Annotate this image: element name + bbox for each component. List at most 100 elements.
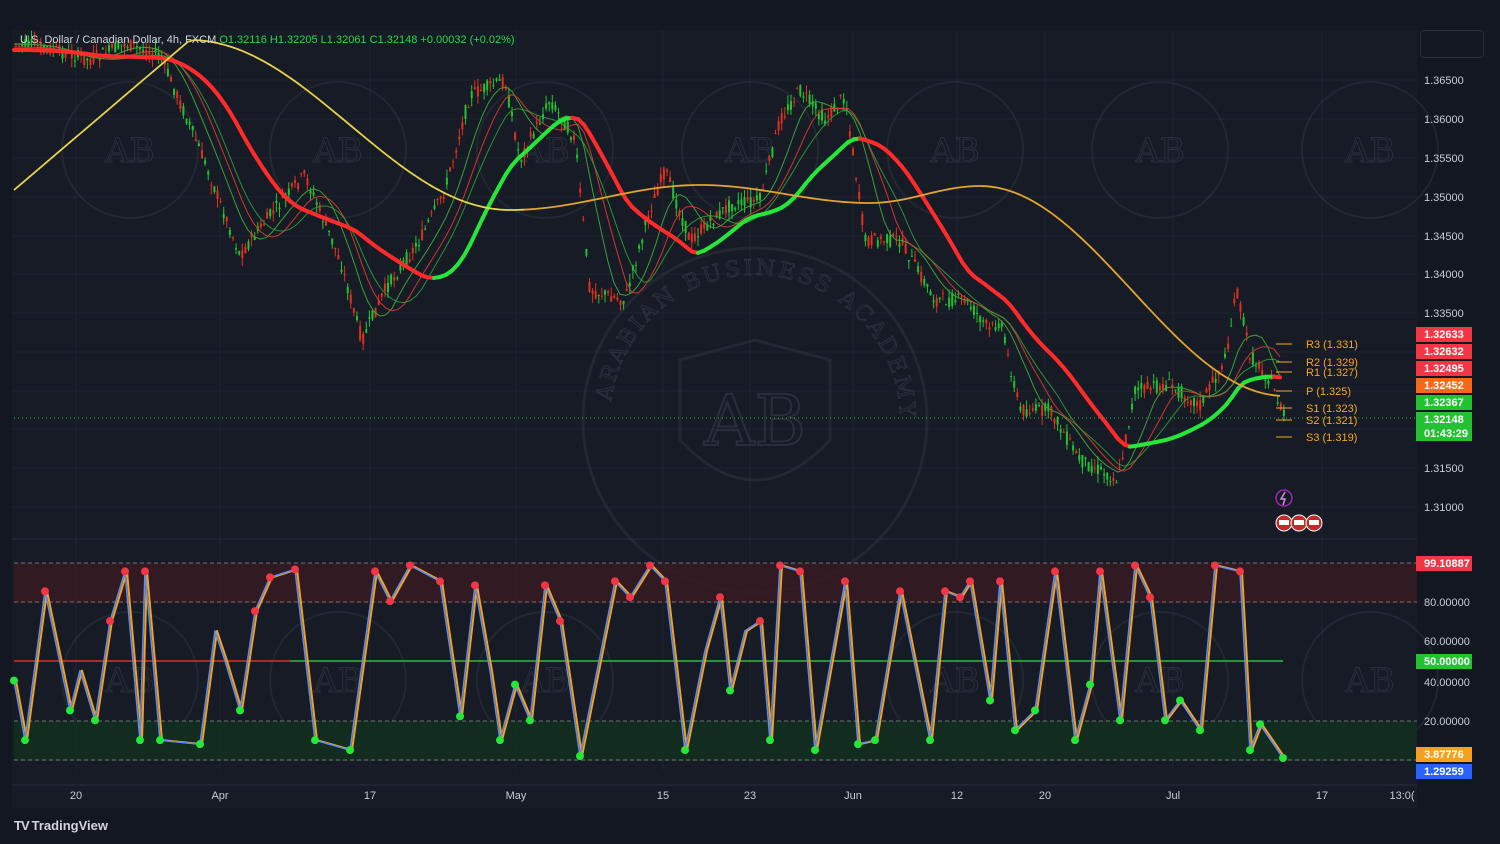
- ema-trend-segment: [594, 142, 604, 158]
- stoch-cross-down-marker: [1211, 561, 1219, 570]
- candle-body: [892, 233, 895, 236]
- ema-long-segment: [817, 198, 825, 201]
- candle-body: [309, 190, 312, 194]
- price-tag-text: 1.32367: [1424, 397, 1464, 409]
- stoch-cross-down-marker: [966, 577, 974, 586]
- candle-body: [1047, 403, 1050, 412]
- candle-body: [635, 264, 637, 266]
- ema-long-segment: [319, 99, 327, 106]
- candle-body: [402, 260, 405, 263]
- candle-body: [33, 40, 36, 45]
- candle-body: [1155, 380, 1158, 393]
- ema-long-segment: [277, 69, 285, 75]
- candle-body: [532, 133, 535, 138]
- candle-body: [557, 112, 560, 114]
- ema-long-segment: [901, 197, 909, 201]
- candle-body: [1103, 473, 1106, 476]
- stoch-cross-down-marker: [941, 587, 949, 596]
- ema-long-segment: [1255, 390, 1263, 394]
- ema-long-segment: [487, 207, 495, 210]
- candle-body: [139, 47, 141, 50]
- ema-long-segment: [547, 205, 555, 209]
- candle-body: [458, 136, 461, 140]
- ema-long-segment: [241, 50, 249, 55]
- ema-long-segment: [91, 117, 99, 125]
- candle-body: [511, 111, 513, 117]
- ema-trend-segment: [606, 164, 616, 180]
- pivot-label: R1 (1.327): [1306, 367, 1358, 379]
- ema-long-segment: [145, 71, 153, 79]
- price-axis-label: 1.31500: [1424, 463, 1464, 475]
- ema-long-segment: [445, 192, 453, 198]
- candle-body: [145, 50, 148, 58]
- ema-trend-segment: [612, 175, 622, 192]
- candle-body: [969, 307, 972, 310]
- candle-body: [972, 305, 975, 315]
- candle-body: [752, 199, 755, 202]
- candle-body: [486, 80, 489, 90]
- candle-body: [1106, 473, 1109, 480]
- candle-body: [638, 245, 641, 249]
- candle-body: [1233, 298, 1236, 304]
- ema-long-segment: [1195, 354, 1203, 361]
- ema-long-segment: [211, 41, 219, 45]
- stoch-cross-up-marker: [1196, 726, 1204, 735]
- tradingview-logo[interactable]: TV TradingView: [14, 818, 108, 833]
- candle-body: [166, 68, 169, 76]
- ema-long-segment: [1261, 392, 1269, 396]
- watermark-initials: AB: [1134, 131, 1185, 171]
- osc-axis-label: 80.00000: [1424, 597, 1470, 609]
- candle-body: [436, 198, 439, 201]
- price-axis-label: 1.35500: [1424, 153, 1464, 165]
- stoch-cross-up-marker: [1176, 696, 1184, 705]
- candle-body: [594, 291, 597, 299]
- watermark-initials: AB: [104, 131, 155, 171]
- stoch-cross-down-marker: [266, 573, 274, 582]
- stoch-cross-up-marker: [1256, 720, 1264, 729]
- ema-long-segment: [1207, 363, 1215, 370]
- stoch-cross-down-marker: [1051, 567, 1059, 576]
- candle-body: [569, 137, 572, 140]
- ema-long-segment: [361, 134, 369, 141]
- candle-body: [287, 188, 290, 195]
- price-tag-text: 1.32495: [1424, 363, 1464, 375]
- ema-long-segment: [583, 199, 591, 203]
- stoch-cross-down-marker: [626, 593, 634, 602]
- candle-body: [703, 222, 706, 229]
- chart-settings-button[interactable]: [1420, 30, 1484, 58]
- pivot-label: S3 (1.319): [1306, 432, 1357, 444]
- candle-body: [827, 115, 830, 118]
- candle-body: [697, 236, 699, 238]
- ema-long-segment: [769, 190, 777, 194]
- ema-long-segment: [1165, 325, 1173, 334]
- stoch-cross-down-marker: [796, 567, 804, 576]
- stoch-cross-down-marker: [956, 593, 964, 602]
- price-tag: [1416, 378, 1472, 393]
- candle-body: [954, 300, 957, 303]
- ema-long-segment: [727, 185, 735, 188]
- candle-body: [538, 123, 541, 125]
- stoch-cross-up-marker: [496, 736, 504, 745]
- ema-long-segment: [1063, 222, 1071, 229]
- ema-long-segment: [181, 41, 189, 48]
- candle-body: [799, 85, 802, 96]
- pivot-label: R2 (1.329): [1306, 357, 1358, 369]
- candle-body: [929, 291, 932, 296]
- stoch-cross-down-marker: [556, 617, 564, 626]
- price-tag: [1416, 344, 1472, 359]
- ema-trend-segment: [948, 239, 958, 254]
- candle-body: [923, 278, 926, 285]
- candle-body: [371, 310, 374, 320]
- candle-body: [247, 241, 250, 250]
- candle-body: [297, 183, 300, 190]
- stoch-cross-up-marker: [871, 736, 879, 745]
- time-axis-label: 12: [951, 790, 963, 802]
- candle-body: [470, 91, 473, 99]
- ema-long-segment: [385, 153, 393, 160]
- time-axis-label: 17: [364, 790, 376, 802]
- candle-body: [321, 221, 324, 223]
- ema-trend-segment: [498, 172, 508, 187]
- candle-body: [876, 240, 879, 247]
- candle-body: [560, 121, 563, 125]
